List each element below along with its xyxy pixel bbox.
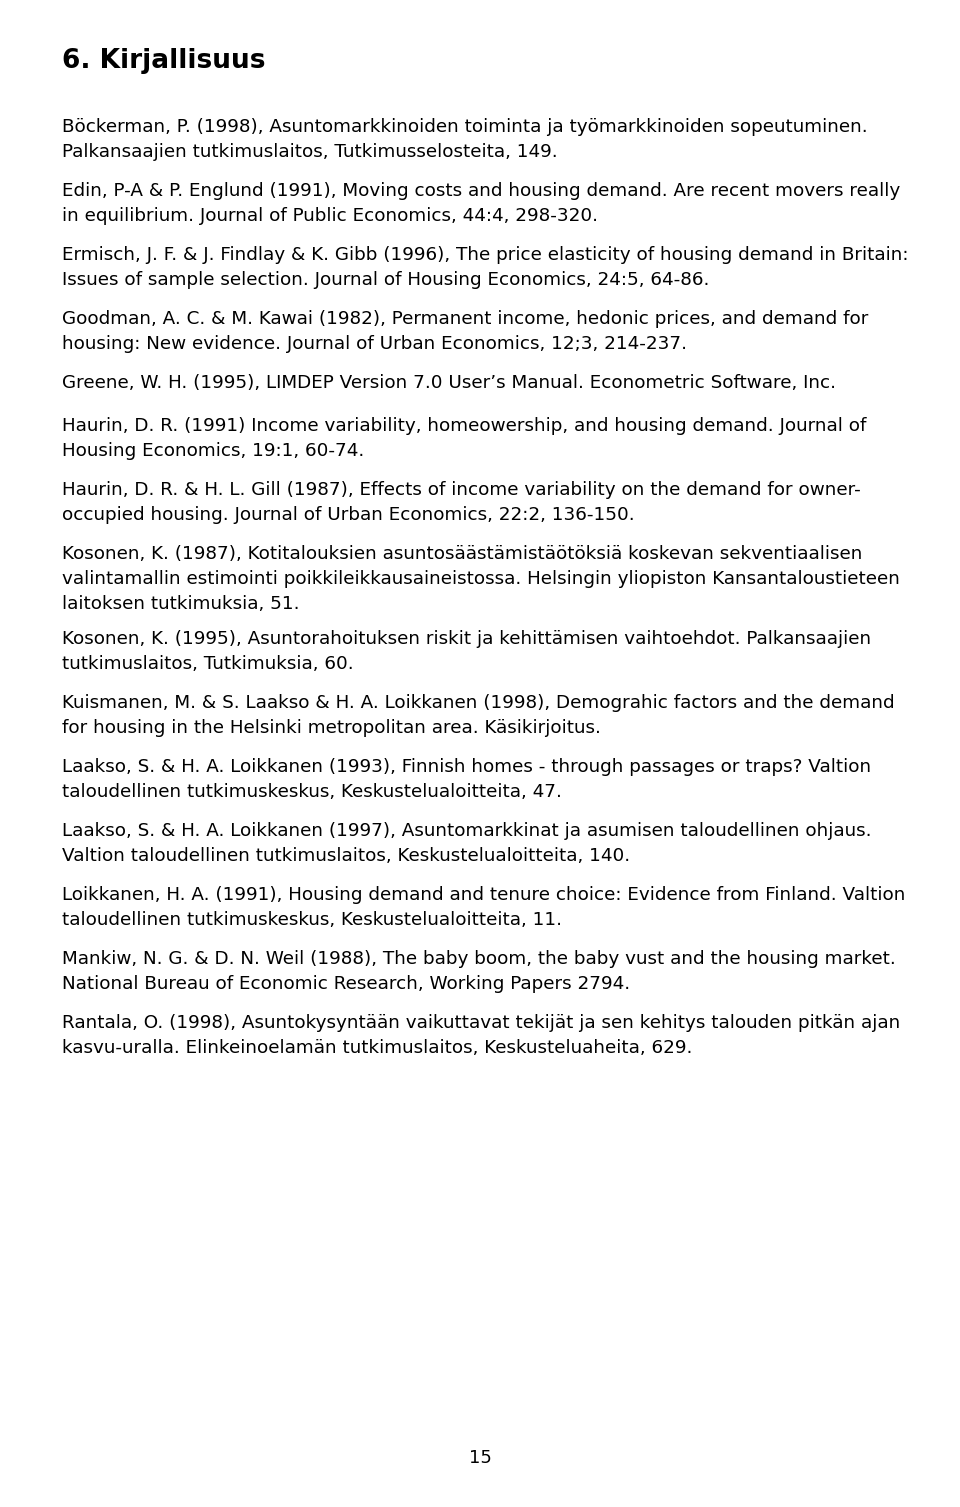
Text: Laakso, S. & H. A. Loikkanen (1993), Finnish homes - through passages or traps? : Laakso, S. & H. A. Loikkanen (1993), Fin… <box>62 758 871 802</box>
Text: Rantala, O. (1998), Asuntokysyntään vaikuttavat tekijät ja sen kehitys talouden : Rantala, O. (1998), Asuntokysyntään vaik… <box>62 1014 900 1056</box>
Text: Ermisch, J. F. & J. Findlay & K. Gibb (1996), The price elasticity of housing de: Ermisch, J. F. & J. Findlay & K. Gibb (1… <box>62 246 908 289</box>
Text: Laakso, S. & H. A. Loikkanen (1997), Asuntomarkkinat ja asumisen taloudellinen o: Laakso, S. & H. A. Loikkanen (1997), Asu… <box>62 821 872 865</box>
Text: Haurin, D. R. (1991) Income variability, homeowership, and housing demand. Journ: Haurin, D. R. (1991) Income variability,… <box>62 417 866 460</box>
Text: Kosonen, K. (1995), Asuntorahoituksen riskit ja kehittämisen vaihtoehdot. Palkan: Kosonen, K. (1995), Asuntorahoituksen ri… <box>62 630 871 674</box>
Text: 15: 15 <box>468 1450 492 1466</box>
Text: Böckerman, P. (1998), Asuntomarkkinoiden toiminta ja työmarkkinoiden sopeutumine: Böckerman, P. (1998), Asuntomarkkinoiden… <box>62 118 868 161</box>
Text: 6. Kirjallisuus: 6. Kirjallisuus <box>62 48 266 74</box>
Text: Haurin, D. R. & H. L. Gill (1987), Effects of income variability on the demand f: Haurin, D. R. & H. L. Gill (1987), Effec… <box>62 481 861 524</box>
Text: Mankiw, N. G. & D. N. Weil (1988), The baby boom, the baby vust and the housing : Mankiw, N. G. & D. N. Weil (1988), The b… <box>62 949 896 993</box>
Text: Greene, W. H. (1995), LIMDEP Version 7.0 User’s Manual. Econometric Software, In: Greene, W. H. (1995), LIMDEP Version 7.0… <box>62 374 836 392</box>
Text: Loikkanen, H. A. (1991), Housing demand and tenure choice: Evidence from Finland: Loikkanen, H. A. (1991), Housing demand … <box>62 886 905 928</box>
Text: Goodman, A. C. & M. Kawai (1982), Permanent income, hedonic prices, and demand f: Goodman, A. C. & M. Kawai (1982), Perman… <box>62 310 869 353</box>
Text: Kosonen, K. (1987), Kotitalouksien asuntosäästämistäötöksiä koskevan sekventiaal: Kosonen, K. (1987), Kotitalouksien asunt… <box>62 546 900 613</box>
Text: Edin, P-A & P. Englund (1991), Moving costs and housing demand. Are recent mover: Edin, P-A & P. Englund (1991), Moving co… <box>62 182 900 225</box>
Text: Kuismanen, M. & S. Laakso & H. A. Loikkanen (1998), Demograhic factors and the d: Kuismanen, M. & S. Laakso & H. A. Loikka… <box>62 695 895 737</box>
